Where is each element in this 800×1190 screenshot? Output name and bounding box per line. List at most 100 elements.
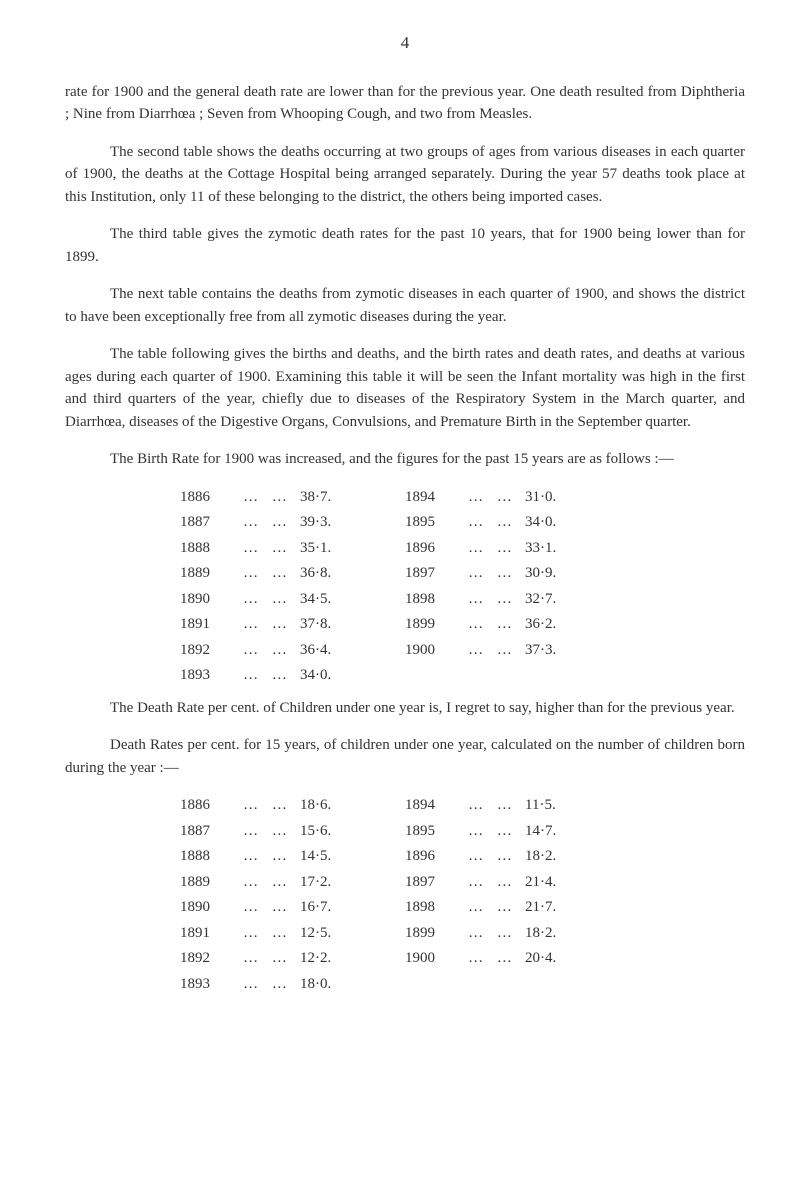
year-cell: 1899 [405,922,460,945]
table-row: 1889… …17·2.1897… …21·4. [65,871,745,894]
year-cell: 1893 [180,973,235,996]
value-cell: 31·0. [525,486,580,509]
dots-cell: … … [460,639,525,662]
dots-cell: … … [235,537,300,560]
paragraph-4: The next table contains the deaths from … [65,283,745,328]
table-row: 1891… …12·5.1899… …18·2. [65,922,745,945]
value-cell: 34·0. [525,511,580,534]
year-cell: 1889 [180,871,235,894]
year-cell: 1891 [180,922,235,945]
dots-cell: … … [235,845,300,868]
year-cell: 1894 [405,486,460,509]
paragraph-7: The Death Rate per cent. of Children und… [65,697,745,720]
value-cell: 14·5. [300,845,355,868]
dots-cell: … … [235,613,300,636]
year-cell: 1898 [405,588,460,611]
value-cell: 33·1. [525,537,580,560]
value-cell: 12·5. [300,922,355,945]
value-cell: 18·6. [300,794,355,817]
paragraph-2: The second table shows the deaths occurr… [65,141,745,209]
paragraph-5: The table following gives the births and… [65,343,745,433]
year-cell: 1888 [180,537,235,560]
dots-cell: … … [460,871,525,894]
dots-cell: … … [460,922,525,945]
value-cell: 18·2. [525,922,580,945]
value-cell: 37·3. [525,639,580,662]
value-cell: 36·8. [300,562,355,585]
dots-cell: … … [235,511,300,534]
value-cell: 11·5. [525,794,580,817]
year-cell: 1900 [405,639,460,662]
paragraph-6: The Birth Rate for 1900 was increased, a… [65,448,745,471]
dots-cell: … … [235,639,300,662]
value-cell: 21·4. [525,871,580,894]
paragraph-1: rate for 1900 and the general death rate… [65,81,745,126]
table-row: 1890… …34·5.1898… …32·7. [65,588,745,611]
value-cell: 17·2. [300,871,355,894]
dots-cell: … … [235,588,300,611]
table-row: 1892… …36·4.1900… …37·3. [65,639,745,662]
dots-cell: … … [235,973,300,996]
table-row: 1893… …34·0. [65,664,745,687]
dots-cell: … … [235,947,300,970]
table-row: 1888… …35·1.1896… …33·1. [65,537,745,560]
page-number: 4 [65,30,745,56]
year-cell: 1892 [180,639,235,662]
table-row: 1886… …18·6.1894… …11·5. [65,794,745,817]
value-cell: 18·0. [300,973,355,996]
value-cell: 20·4. [525,947,580,970]
year-cell: 1892 [180,947,235,970]
year-cell: 1896 [405,537,460,560]
year-cell: 1900 [405,947,460,970]
value-cell: 36·2. [525,613,580,636]
table-row: 1887… …39·3.1895… …34·0. [65,511,745,534]
table-row: 1892… …12·2.1900… …20·4. [65,947,745,970]
year-cell: 1896 [405,845,460,868]
year-cell: 1889 [180,562,235,585]
year-cell: 1895 [405,511,460,534]
value-cell: 14·7. [525,820,580,843]
table-row: 1893… …18·0. [65,973,745,996]
dots-cell: … … [235,922,300,945]
table-row: 1886… …38·7.1894… …31·0. [65,486,745,509]
year-cell: 1890 [180,896,235,919]
year-cell: 1899 [405,613,460,636]
value-cell: 37·8. [300,613,355,636]
value-cell: 30·9. [525,562,580,585]
paragraph-3: The third table gives the zymotic death … [65,223,745,268]
dots-cell: … … [460,845,525,868]
value-cell: 15·6. [300,820,355,843]
dots-cell: … … [235,896,300,919]
table-row: 1890… …16·7.1898… …21·7. [65,896,745,919]
dots-cell: … … [460,511,525,534]
value-cell: 16·7. [300,896,355,919]
year-cell: 1886 [180,794,235,817]
year-cell: 1897 [405,871,460,894]
dots-cell: … … [460,562,525,585]
year-cell: 1898 [405,896,460,919]
dots-cell: … … [460,537,525,560]
table-row: 1889… …36·8.1897… …30·9. [65,562,745,585]
year-cell: 1893 [180,664,235,687]
year-cell: 1887 [180,820,235,843]
birth-rate-table: 1886… …38·7.1894… …31·0.1887… …39·3.1895… [65,486,745,687]
table-row: 1887… …15·6.1895… …14·7. [65,820,745,843]
year-cell: 1897 [405,562,460,585]
dots-cell: … … [235,820,300,843]
year-cell: 1887 [180,511,235,534]
year-cell: 1886 [180,486,235,509]
death-rate-table: 1886… …18·6.1894… …11·5.1887… …15·6.1895… [65,794,745,995]
value-cell: 38·7. [300,486,355,509]
value-cell: 35·1. [300,537,355,560]
value-cell: 34·0. [300,664,355,687]
dots-cell: … … [235,486,300,509]
year-cell: 1894 [405,794,460,817]
dots-cell: … … [235,664,300,687]
year-cell: 1891 [180,613,235,636]
year-cell: 1895 [405,820,460,843]
dots-cell: … … [460,947,525,970]
dots-cell: … … [460,896,525,919]
value-cell: 32·7. [525,588,580,611]
year-cell: 1888 [180,845,235,868]
value-cell: 12·2. [300,947,355,970]
